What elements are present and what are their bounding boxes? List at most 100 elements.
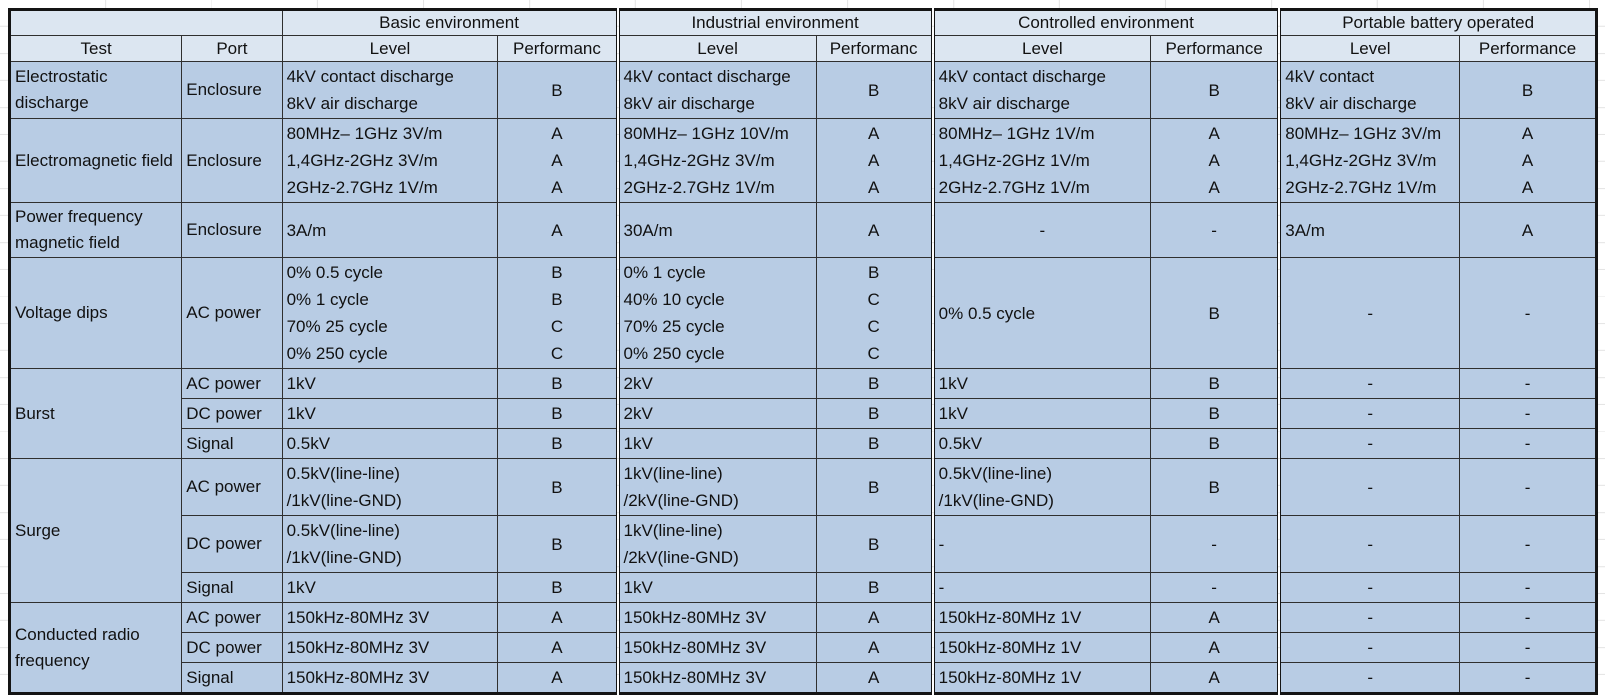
- level-line: 1kV(line-line): [623, 464, 723, 483]
- performance-line: A: [551, 220, 563, 240]
- col-header-performance-basic: Performanc: [497, 35, 618, 62]
- level-line: 1,4GHz-2GHz 3V/m: [1285, 151, 1437, 170]
- cell-level: -: [1277, 602, 1461, 633]
- performance-line: B: [867, 578, 880, 597]
- table-body: Electrostatic discharge Enclosure 4kV cont…: [8, 61, 1597, 694]
- performance-line: C: [550, 317, 564, 336]
- level-line: /1kV(line-GND): [286, 548, 402, 567]
- table-row: Signal 1kV B 1kV B - - - -: [10, 572, 1597, 603]
- performance-line: B: [867, 404, 880, 423]
- cell-level: 1kV: [281, 368, 499, 399]
- level-line: -: [1367, 668, 1373, 687]
- level-line: -: [1367, 534, 1373, 554]
- level-line: -: [1367, 477, 1373, 497]
- environment-header-row: Basic environment Industrial environment…: [9, 9, 1598, 36]
- level-line: 150kHz-80MHz 3V: [286, 608, 430, 627]
- cell-performance: B: [497, 515, 618, 573]
- level-line: 1,4GHz-2GHz 3V/m: [623, 151, 775, 170]
- performance-line: A: [551, 608, 563, 627]
- cell-test: Conducted radio frequency: [8, 602, 183, 694]
- performance-line: B: [867, 80, 880, 100]
- cell-level: -: [1277, 572, 1461, 603]
- col-header-performance-industrial: Performanc: [815, 35, 934, 62]
- performance-line: -: [1524, 434, 1531, 453]
- performance-line: A: [551, 638, 563, 657]
- col-header-level-portable: Level: [1277, 35, 1461, 62]
- cell-level: 1kV(line-line) /2kV(line-GND): [615, 458, 817, 516]
- cell-performance: A: [815, 202, 934, 258]
- cell-port: Signal: [181, 428, 283, 459]
- level-line: -: [1367, 638, 1373, 657]
- performance-line: A: [867, 220, 880, 240]
- cell-port: AC power: [181, 602, 283, 633]
- corner-blank-cell: [9, 9, 283, 36]
- level-line: 0% 0.5 cycle: [286, 263, 383, 282]
- cell-performance: B: [815, 368, 934, 399]
- level-line: 150kHz-80MHz 3V: [286, 638, 430, 657]
- cell-level: 4kV contact discharge 8kV air discharge: [281, 61, 499, 119]
- performance-line: A: [867, 151, 880, 170]
- cell-performance: B: [1150, 368, 1280, 399]
- level-line: 0% 0.5 cycle: [938, 303, 1036, 323]
- cell-level: 0.5kV: [281, 428, 499, 459]
- level-line: /1kV(line-GND): [938, 491, 1054, 510]
- level-line: -: [1367, 608, 1373, 627]
- level-line: 150kHz-80MHz 1V: [938, 638, 1082, 657]
- performance-line: A: [1521, 124, 1534, 143]
- level-line: 0.5kV(line-line): [286, 521, 400, 540]
- cell-level: 150kHz-80MHz 1V: [930, 602, 1152, 633]
- cell-performance: -: [1459, 428, 1597, 459]
- cell-level: 150kHz-80MHz 3V: [281, 602, 499, 633]
- cell-port: DC power: [181, 398, 283, 429]
- performance-line: B: [1521, 80, 1534, 100]
- cell-level: 0% 0.5 cycle: [930, 257, 1152, 369]
- cell-port: Signal: [181, 662, 283, 694]
- performance-line: -: [1211, 534, 1217, 554]
- level-line: -: [938, 578, 945, 597]
- level-line: 150kHz-80MHz 3V: [623, 638, 767, 657]
- cell-level: 1kV: [615, 572, 817, 603]
- performance-line: A: [1208, 668, 1220, 687]
- performance-line: A: [867, 668, 880, 687]
- cell-performance: -: [1459, 602, 1597, 633]
- level-line: 150kHz-80MHz 3V: [623, 608, 767, 627]
- performance-line: A: [551, 668, 563, 687]
- performance-line: B: [551, 290, 563, 309]
- performance-line: B: [551, 263, 563, 282]
- performance-line: C: [867, 344, 880, 363]
- cell-performance: A: [1150, 662, 1280, 694]
- level-line: 8kV air discharge: [938, 94, 1070, 113]
- performance-line: B: [867, 374, 880, 393]
- cell-level: 1kV: [615, 428, 817, 459]
- cell-performance: -: [1459, 572, 1597, 603]
- cell-performance: A: [497, 662, 618, 694]
- cell-level: -: [1277, 428, 1461, 459]
- cell-performance: B: [497, 398, 618, 429]
- performance-line: -: [1524, 638, 1531, 657]
- performance-line: C: [550, 344, 564, 363]
- level-line: 40% 10 cycle: [623, 290, 725, 309]
- cell-level: -: [930, 515, 1152, 573]
- cell-level: -: [930, 202, 1152, 258]
- performance-line: A: [1208, 178, 1220, 197]
- cell-performance: B: [497, 572, 618, 603]
- performance-line: A: [867, 638, 880, 657]
- cell-performance: -: [1459, 662, 1597, 694]
- cell-level: 1kV: [930, 398, 1152, 429]
- level-line: 70% 25 cycle: [623, 317, 725, 336]
- cell-port: Enclosure: [181, 202, 283, 258]
- performance-line: A: [1208, 638, 1220, 657]
- cell-level: 2kV: [615, 398, 817, 429]
- cell-level: -: [930, 572, 1152, 603]
- cell-level: 30A/m: [615, 202, 817, 258]
- performance-line: A: [867, 124, 880, 143]
- performance-line: B: [1208, 477, 1220, 497]
- performance-line: B: [1208, 404, 1220, 423]
- level-line: 3A/m: [1285, 220, 1325, 240]
- performance-line: B: [867, 434, 880, 453]
- cell-test: Electromagnetic field: [8, 118, 183, 203]
